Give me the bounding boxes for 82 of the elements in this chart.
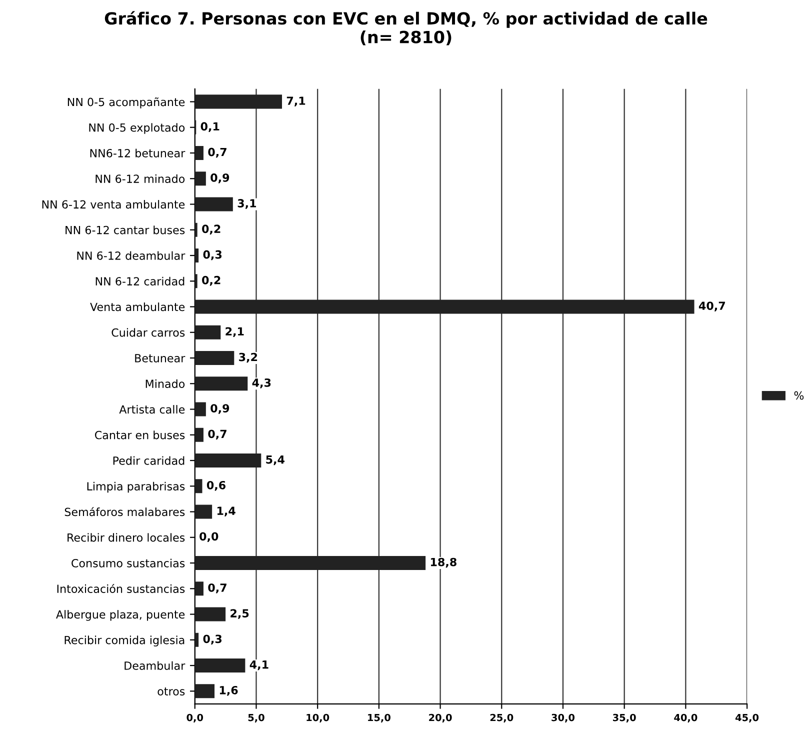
data-label: 1,4 xyxy=(217,506,236,516)
y-tick-label: Deambular xyxy=(124,661,186,670)
bar xyxy=(194,300,694,314)
x-tick-label: 5,0 xyxy=(248,714,264,722)
data-label: 0,7 xyxy=(208,430,226,440)
bar xyxy=(194,274,198,288)
data-label: 0,9 xyxy=(210,173,230,184)
y-tick-label: Intoxicación sustancias xyxy=(57,584,185,594)
x-tick-label: 25,0 xyxy=(490,714,514,722)
data-label: 3,1 xyxy=(238,199,256,209)
y-tick-label: NN 6-12 cantar buses xyxy=(66,226,185,234)
data-label: 0,2 xyxy=(202,224,220,235)
data-label: 5,4 xyxy=(266,455,284,466)
data-label: 0,0 xyxy=(200,532,218,542)
data-label: 0,2 xyxy=(202,276,220,286)
legend-label: % xyxy=(794,391,804,400)
data-label: 7,1 xyxy=(286,96,306,106)
data-label: 4,1 xyxy=(250,660,268,670)
data-label: 1,6 xyxy=(220,686,238,696)
y-tick-label: Cantar en buses xyxy=(94,430,185,440)
y-tick-label: NN 6-12 caridad xyxy=(96,276,184,286)
y-tick-label: Pedir caridad xyxy=(113,456,184,465)
y-tick-label: Betunear xyxy=(135,354,186,362)
data-label: 0,7 xyxy=(208,583,226,594)
bar xyxy=(194,325,221,340)
bar xyxy=(194,582,204,596)
y-tick-label: NN 0-5 acompañante xyxy=(68,97,185,108)
data-label: 3,2 xyxy=(239,352,258,363)
data-label: 40,7 xyxy=(698,302,725,312)
y-tick-label: Minado xyxy=(146,379,185,388)
bar xyxy=(194,402,206,416)
data-label: 18,8 xyxy=(430,558,456,568)
x-tick-label: 35,0 xyxy=(612,714,636,722)
y-tick-label: otros xyxy=(158,688,185,696)
data-label: 0,3 xyxy=(203,634,222,645)
bar xyxy=(194,197,233,212)
y-tick-label: Consumo sustancias xyxy=(72,558,185,568)
data-label: 2,1 xyxy=(226,327,244,338)
x-tick-label: 0,0 xyxy=(186,714,204,722)
bar xyxy=(194,350,234,366)
bar xyxy=(194,556,426,570)
bar xyxy=(194,248,199,263)
y-tick-label: NN 6-12 venta ambulante xyxy=(42,200,185,209)
bar xyxy=(194,479,202,494)
bar xyxy=(194,172,206,186)
chart-title: Gráfico 7. Personas con EVC en el DMQ, % por actividad de calle (n= 2810) xyxy=(104,11,708,46)
y-tick-label: Limpia parabrisas xyxy=(87,482,185,493)
y-tick-label: Recibir comida iglesia xyxy=(64,636,184,646)
x-tick-label: 30,0 xyxy=(552,714,575,722)
y-tick-label: NN6-12 betunear xyxy=(90,148,186,158)
y-tick-label: NN 6-12 deambular xyxy=(77,251,186,260)
x-tick-label: 15,0 xyxy=(368,714,390,722)
bar xyxy=(194,504,212,519)
bar xyxy=(194,146,204,160)
data-label: 2,5 xyxy=(230,609,249,619)
y-tick-label: Semáforos malabares xyxy=(64,507,185,516)
y-tick-label: NN 0-5 explotado xyxy=(89,123,185,134)
bar xyxy=(194,607,226,622)
data-label: 0,6 xyxy=(206,480,226,491)
data-label: 0,3 xyxy=(203,250,222,260)
data-label: 0,1 xyxy=(200,122,220,132)
y-tick-label: Artista calle xyxy=(119,405,185,414)
bar xyxy=(194,632,199,647)
y-tick-label: Albergue plaza, puente xyxy=(56,610,185,621)
data-label: 4,3 xyxy=(252,378,271,388)
bar xyxy=(194,428,204,442)
y-tick-label: Recibir dinero locales xyxy=(68,533,185,542)
bar xyxy=(194,658,246,673)
x-tick-label: 40,0 xyxy=(674,714,698,722)
x-tick-label: 10,0 xyxy=(306,714,330,722)
bar xyxy=(194,222,198,237)
bar xyxy=(194,94,282,109)
bar xyxy=(194,376,248,391)
y-tick-label: NN 6-12 minado xyxy=(96,174,185,183)
y-tick-label: Cuidar carros xyxy=(112,328,185,337)
y-tick-label: Venta ambulante xyxy=(90,302,185,312)
x-tick-label: 20,0 xyxy=(429,714,452,722)
data-label: 0,9 xyxy=(210,404,230,414)
data-label: 0,7 xyxy=(208,148,226,158)
bar xyxy=(194,684,215,698)
bar xyxy=(194,453,262,468)
x-tick-label: 45,0 xyxy=(735,714,759,722)
